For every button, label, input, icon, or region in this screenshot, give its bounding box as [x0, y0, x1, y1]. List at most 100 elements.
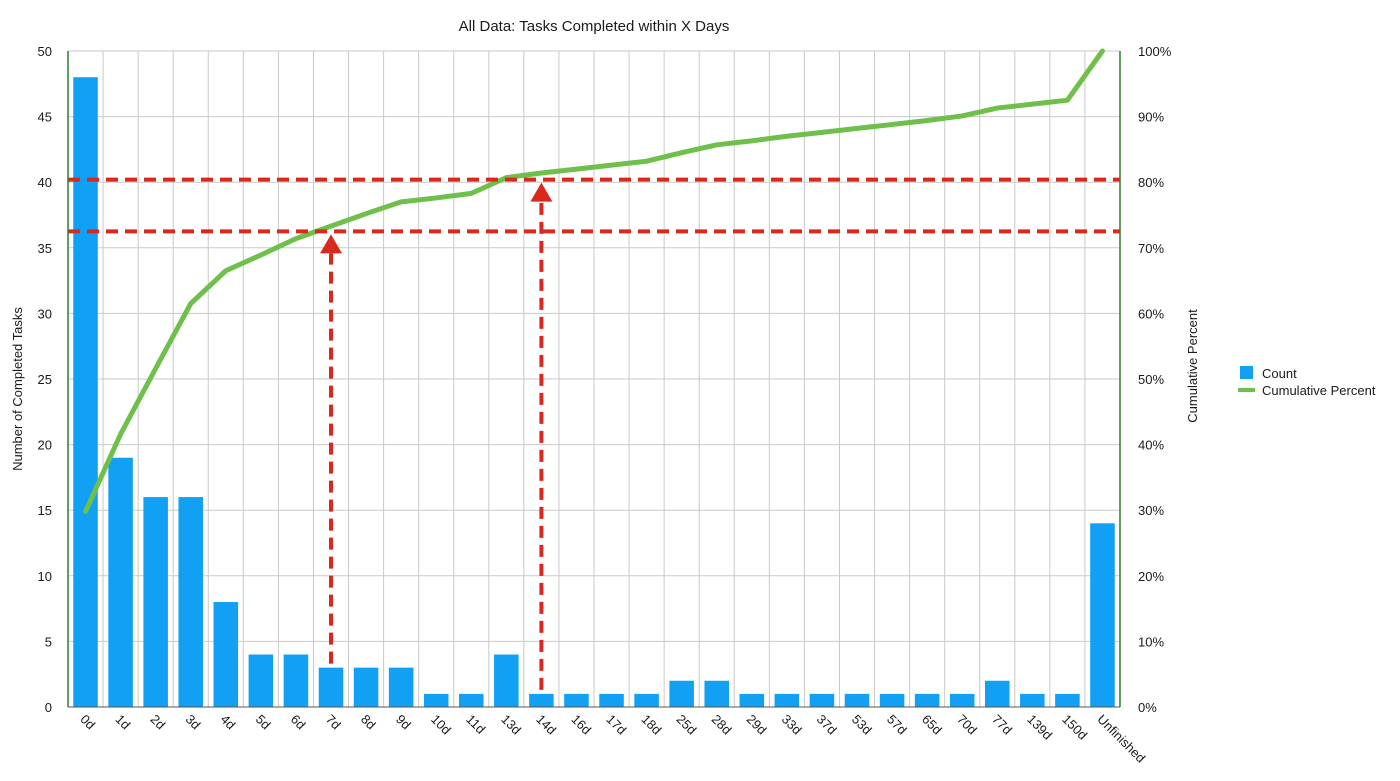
- point-77d: [995, 106, 999, 110]
- y-right-tick-label: 50%: [1138, 372, 1164, 387]
- y-right-tick-label: 60%: [1138, 306, 1164, 321]
- legend-label-cumulative: Cumulative Percent: [1262, 383, 1376, 398]
- point-37d: [820, 130, 824, 134]
- bar-150d: [1055, 693, 1080, 707]
- y-left-tick-label: 50: [38, 44, 52, 59]
- x-tick-label: 8d: [358, 712, 379, 733]
- legend: Count Cumulative Percent: [1238, 366, 1376, 398]
- bar-17d: [599, 693, 624, 707]
- bar-3d: [178, 497, 204, 707]
- bar-18d: [634, 693, 659, 707]
- y-axis-right-label: Cumulative Percent: [1185, 309, 1200, 423]
- x-tick-label: 9d: [393, 712, 414, 733]
- bar-53d: [844, 693, 870, 707]
- x-tick-label: 2d: [148, 712, 169, 733]
- y-left-tick-label: 10: [38, 569, 52, 584]
- point-7d: [329, 224, 333, 228]
- point-9d: [399, 200, 403, 204]
- line-series-cumulative: [83, 48, 1105, 515]
- y-left-tick-label: 0: [45, 700, 52, 715]
- bar-Unfinished: [1090, 523, 1115, 707]
- y-right-tick-label: 0%: [1138, 700, 1157, 715]
- y-right-tick-label: 100%: [1138, 44, 1172, 59]
- bar-10d: [423, 693, 449, 707]
- point-16d: [574, 167, 578, 171]
- legend-label-count: Count: [1262, 366, 1297, 381]
- point-5d: [259, 253, 263, 257]
- x-tick-label: 7d: [323, 712, 344, 733]
- x-tick-label: 4d: [218, 712, 239, 733]
- x-tick-label: 0d: [77, 712, 98, 733]
- point-57d: [890, 122, 894, 126]
- x-tick-label: 6d: [288, 712, 309, 733]
- bar-25d: [669, 680, 694, 707]
- bar-1d: [108, 457, 133, 707]
- bar-2d: [143, 497, 168, 707]
- bar-57d: [879, 693, 905, 707]
- x-tick-label: 37d: [814, 712, 840, 738]
- point-29d: [750, 139, 754, 143]
- point-25d: [680, 151, 684, 155]
- point-4d: [224, 269, 228, 273]
- bar-77d: [984, 680, 1010, 707]
- x-tick-label: 65d: [919, 712, 945, 738]
- x-tick-label: 57d: [884, 712, 910, 738]
- y-right-tick-label: 20%: [1138, 569, 1164, 584]
- bar-7d: [318, 667, 344, 707]
- y-left-tick-label: 30: [38, 306, 52, 321]
- point-17d: [610, 163, 614, 167]
- x-tick-label: 33d: [779, 712, 805, 738]
- y-left-tick-label: 35: [38, 241, 52, 256]
- x-tick-label: 16d: [568, 712, 594, 738]
- bar-9d: [388, 667, 414, 707]
- bar-5d: [248, 654, 274, 707]
- x-tick-label: 1d: [112, 712, 133, 733]
- annotations: [68, 177, 1120, 690]
- point-2d: [154, 367, 158, 371]
- point-14d: [539, 171, 543, 175]
- point-Unfinished: [1100, 49, 1104, 53]
- x-tick-label: 18d: [638, 712, 664, 738]
- bar-139d: [1020, 693, 1045, 707]
- bar-13d: [494, 654, 519, 707]
- x-tick-label: 10d: [428, 712, 454, 738]
- x-tick-label: 5d: [253, 712, 274, 733]
- x-tick-label: 17d: [603, 712, 629, 738]
- bar-37d: [809, 693, 835, 707]
- x-tick-label: 29d: [744, 712, 770, 738]
- y-right-tick-label: 90%: [1138, 110, 1164, 125]
- bar-33d: [774, 693, 800, 707]
- y-left-tick-label: 25: [38, 372, 52, 387]
- arrow-head-14d: [530, 182, 553, 202]
- legend-swatch-count: [1240, 366, 1253, 379]
- y-left-tick-label: 5: [45, 634, 52, 649]
- chart-title: All Data: Tasks Completed within X Days: [459, 18, 730, 35]
- x-tick-label: 13d: [498, 712, 524, 738]
- bar-6d: [283, 654, 309, 707]
- point-65d: [925, 119, 929, 123]
- x-tick-label: 53d: [849, 712, 875, 738]
- y-right-tick-label: 70%: [1138, 241, 1164, 256]
- y-right-tick-label: 80%: [1138, 175, 1164, 190]
- tick-labels: 0 5 10 15 20 25 30 35 40 45 50 0% 10% 20% 30% 40% 50% 60%…: [38, 44, 1172, 766]
- bar-series-count: [73, 77, 1115, 708]
- point-28d: [715, 143, 719, 147]
- point-10d: [434, 196, 438, 200]
- bar-14d: [529, 693, 554, 707]
- point-8d: [364, 212, 368, 216]
- bar-70d: [949, 693, 975, 707]
- x-tick-label: 139d: [1024, 712, 1055, 743]
- y-left-tick-label: 40: [38, 175, 52, 190]
- x-tick-label: 25d: [674, 712, 700, 738]
- point-6d: [294, 237, 298, 241]
- bar-0d: [73, 77, 98, 708]
- point-139d: [1030, 102, 1034, 106]
- line-cumulative-percent: [83, 48, 1105, 515]
- y-left-tick-label: 15: [38, 503, 52, 518]
- x-tick-label: 11d: [463, 712, 488, 737]
- x-tick-label: 150d: [1059, 712, 1090, 743]
- x-tick-label: 70d: [954, 712, 980, 738]
- point-1d: [119, 432, 123, 436]
